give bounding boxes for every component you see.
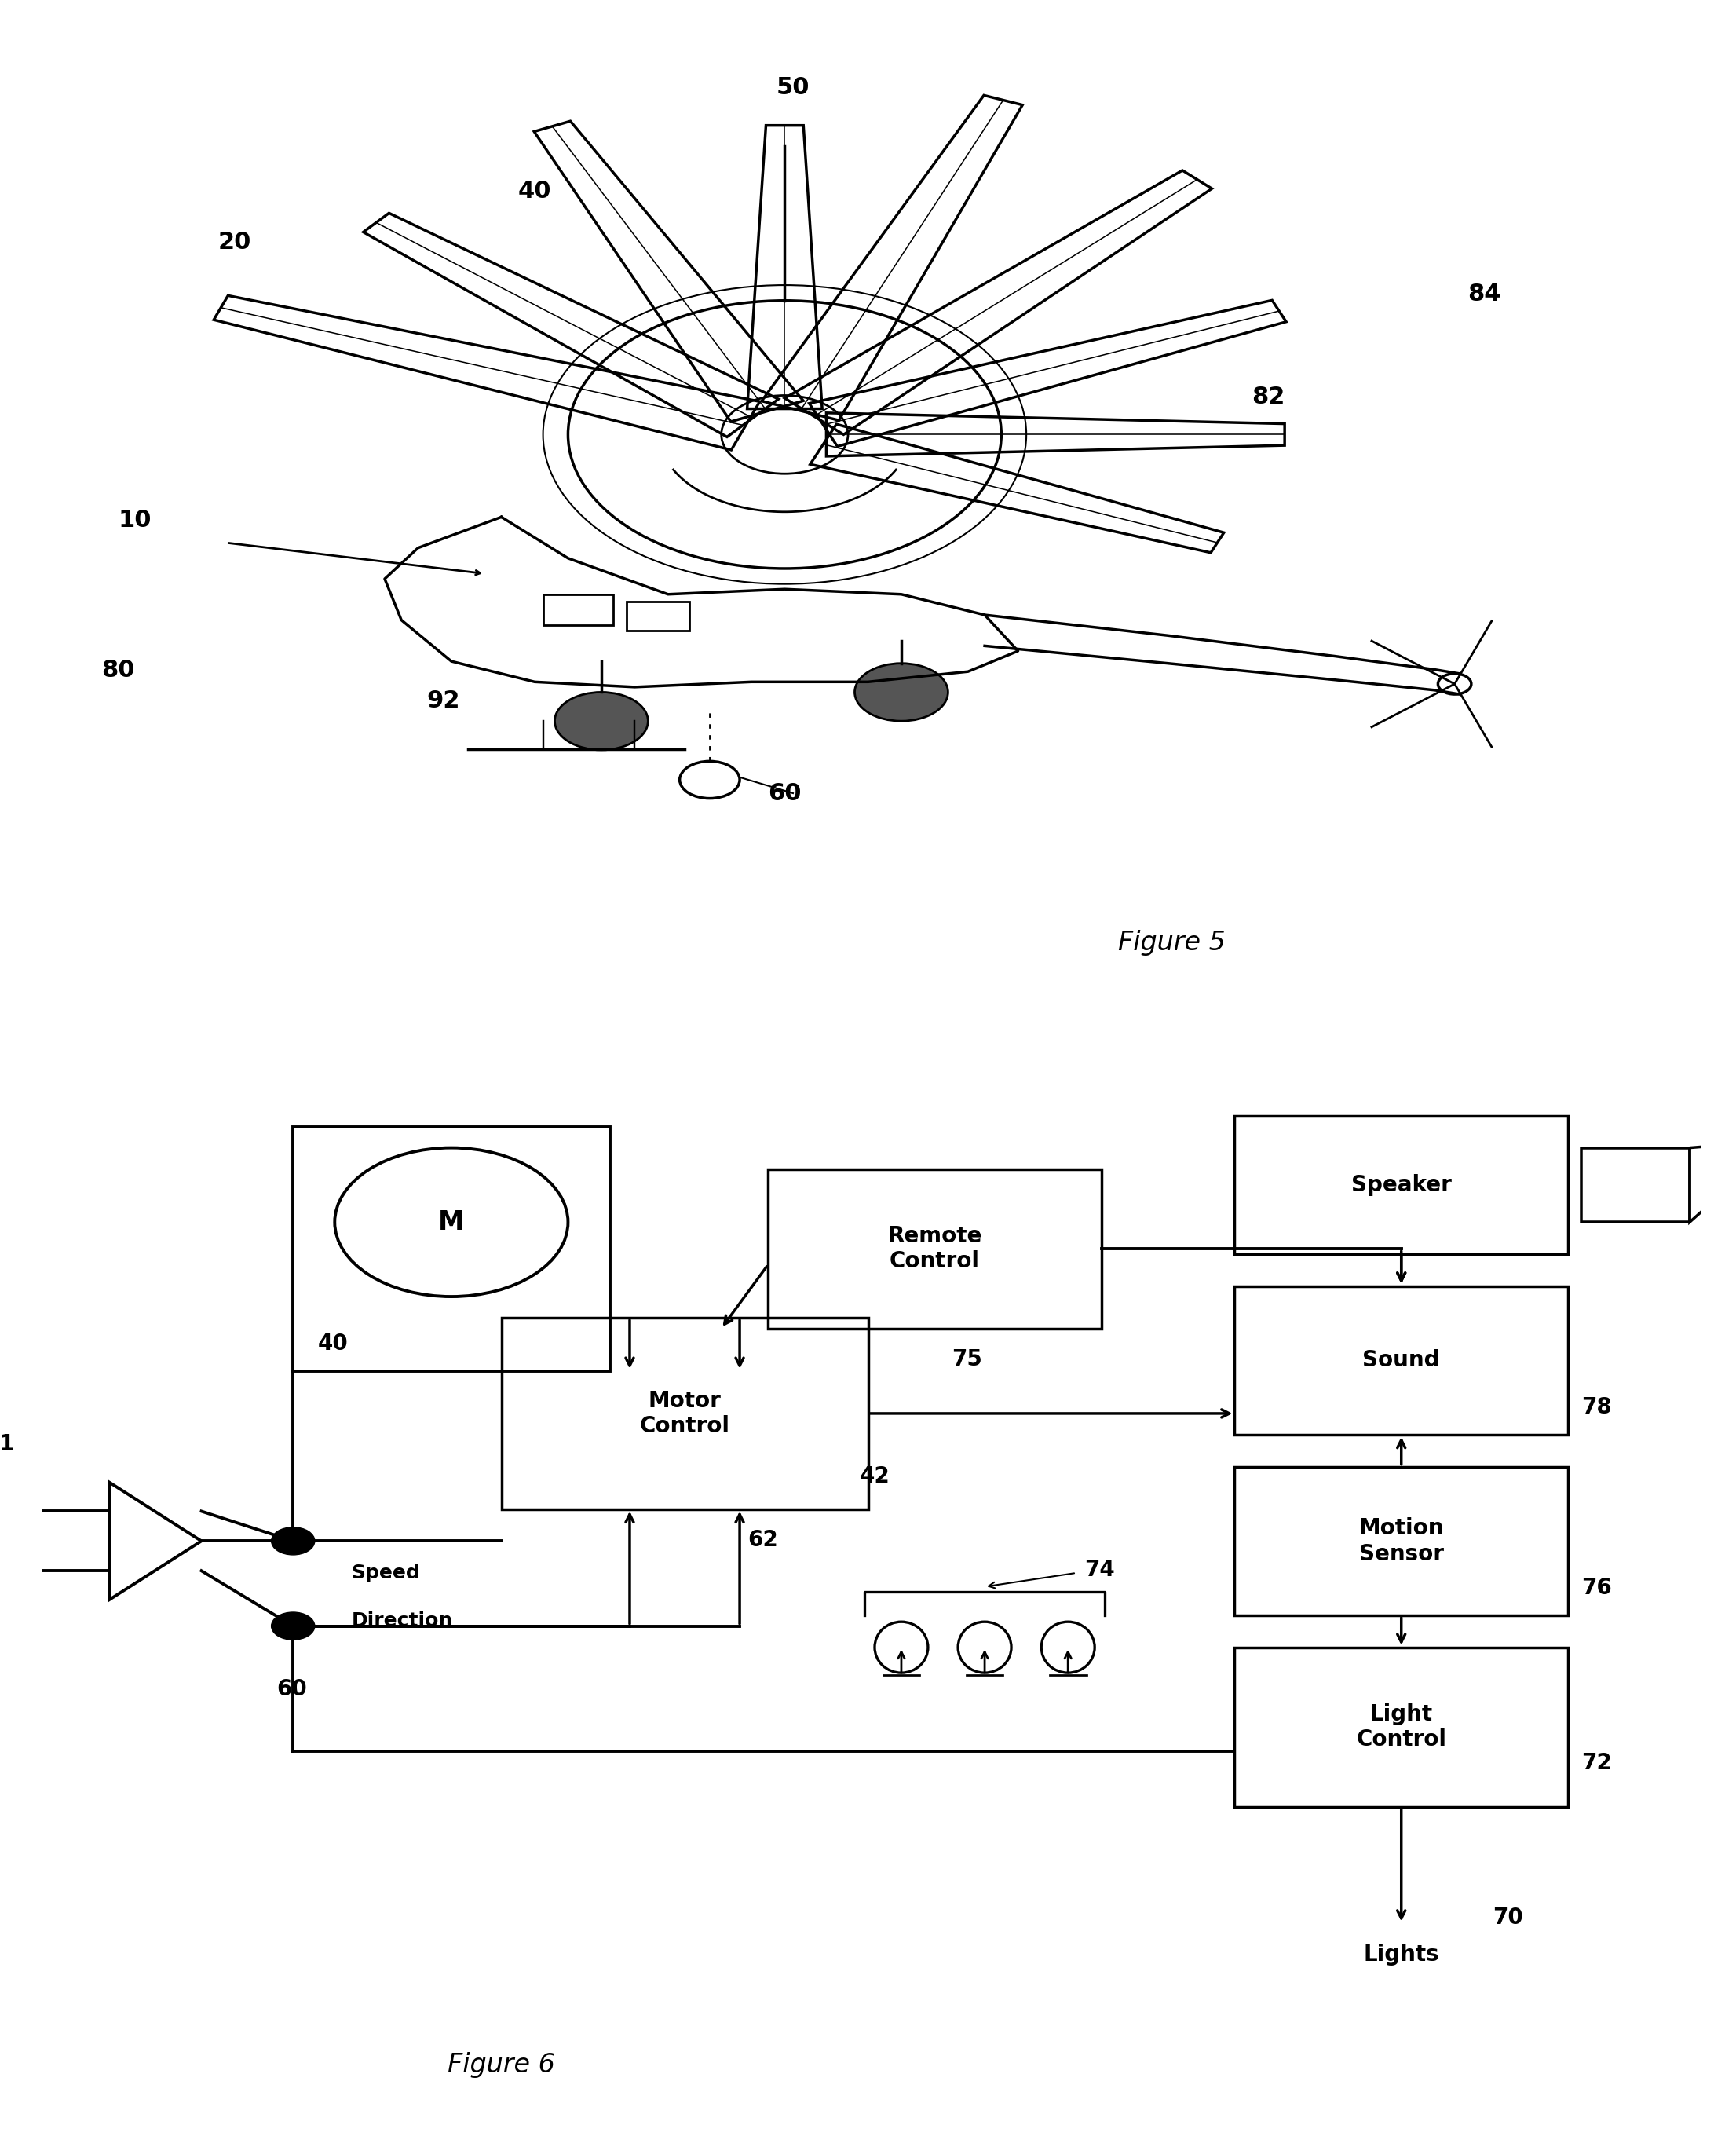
Circle shape: [271, 1527, 314, 1554]
Bar: [1234, 1647, 1568, 1806]
Text: 84: 84: [1469, 283, 1502, 305]
Bar: [627, 601, 689, 631]
Text: 62: 62: [748, 1529, 778, 1550]
Text: Light
Control: Light Control: [1356, 1703, 1446, 1750]
Text: 42: 42: [859, 1464, 891, 1488]
Circle shape: [854, 663, 948, 721]
Text: 76: 76: [1581, 1576, 1611, 1600]
Text: 92: 92: [427, 689, 460, 713]
Text: 74: 74: [1085, 1559, 1115, 1580]
Bar: [293, 1127, 609, 1372]
Text: Direction: Direction: [351, 1610, 453, 1630]
Text: 72: 72: [1581, 1752, 1611, 1773]
Text: 60: 60: [276, 1677, 307, 1700]
Bar: [1234, 1116, 1568, 1254]
Bar: [1234, 1466, 1568, 1615]
Text: Speed: Speed: [351, 1563, 420, 1582]
Text: 40: 40: [517, 180, 552, 202]
Text: 10: 10: [118, 509, 151, 532]
Bar: [1581, 1149, 1689, 1222]
Text: 80: 80: [101, 659, 135, 681]
Text: M: M: [437, 1209, 465, 1235]
Text: Sound: Sound: [1363, 1348, 1439, 1372]
Circle shape: [271, 1612, 314, 1640]
Circle shape: [556, 691, 648, 749]
Text: 75: 75: [951, 1348, 983, 1370]
Text: 41: 41: [0, 1434, 16, 1456]
Text: 70: 70: [1493, 1907, 1524, 1928]
Bar: [502, 1318, 868, 1509]
Text: Lights: Lights: [1363, 1943, 1439, 1965]
Text: 82: 82: [1252, 386, 1285, 408]
Text: 50: 50: [776, 77, 809, 99]
Bar: [767, 1168, 1101, 1329]
Text: 60: 60: [767, 782, 802, 805]
Text: 20: 20: [219, 232, 252, 253]
Bar: [1234, 1286, 1568, 1434]
Text: Figure 5: Figure 5: [1118, 930, 1226, 955]
Text: 40: 40: [318, 1333, 349, 1355]
Text: 78: 78: [1581, 1396, 1611, 1419]
Text: Speaker: Speaker: [1351, 1174, 1451, 1196]
Text: Motor
Control: Motor Control: [639, 1389, 729, 1436]
Text: Figure 6: Figure 6: [448, 2053, 556, 2078]
Bar: [543, 595, 613, 625]
Text: Remote
Control: Remote Control: [887, 1226, 983, 1273]
Text: Motion
Sensor: Motion Sensor: [1359, 1518, 1444, 1565]
